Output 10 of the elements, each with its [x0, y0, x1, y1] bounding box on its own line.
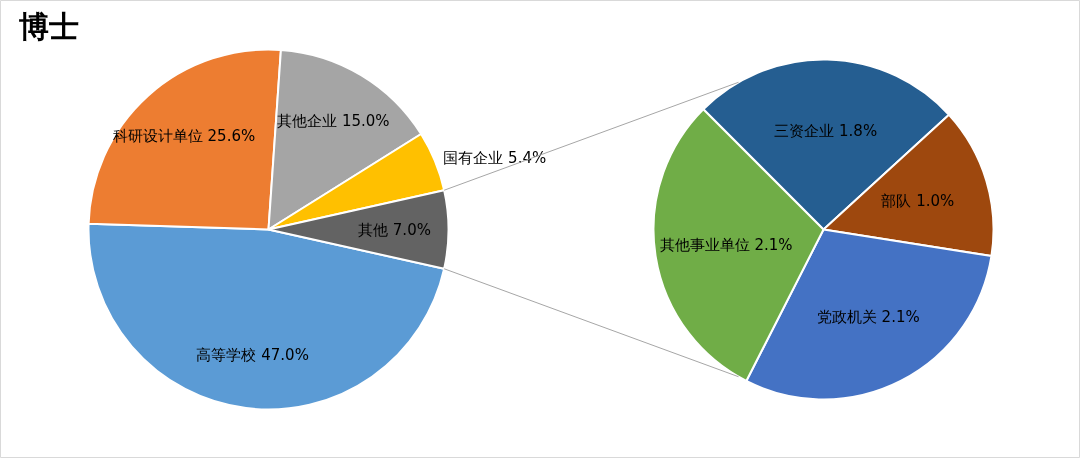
slice-label: 科研设计单位 25.6%: [112, 127, 256, 146]
slice-label: 其他事业单位 2.1%: [659, 235, 793, 254]
slice-label: 其他 7.0%: [358, 220, 431, 239]
slice-label: 党政机关 2.1%: [816, 308, 920, 327]
slice-label: 其他企业 15.0%: [277, 112, 390, 131]
slice-label: 高等学校 47.0%: [196, 345, 309, 364]
slice-label: 三资企业 1.8%: [774, 121, 878, 140]
slice-label: 国有企业 5.4%: [443, 148, 547, 167]
chart-title: 博士: [18, 8, 79, 44]
slice-label: 部队 1.0%: [881, 192, 955, 211]
